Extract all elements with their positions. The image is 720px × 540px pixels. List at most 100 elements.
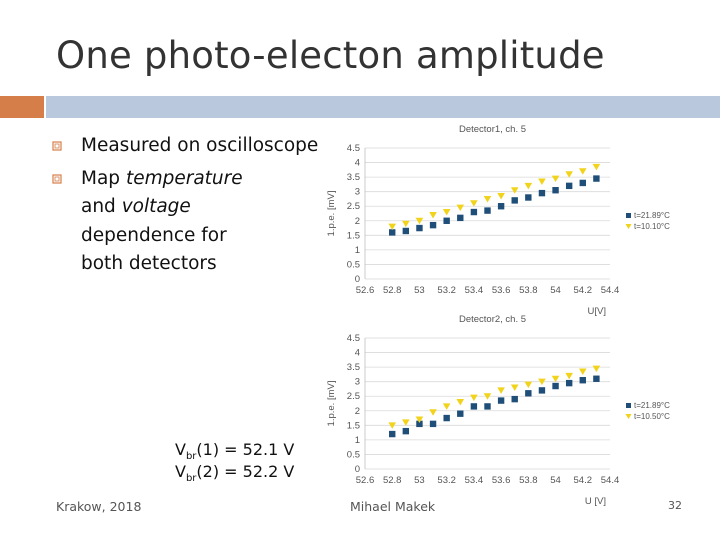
data-point: [443, 217, 450, 224]
data-point: [551, 175, 560, 183]
y-tick-label: 2: [355, 216, 360, 227]
data-point: [470, 200, 478, 207]
data-point: [429, 420, 437, 428]
x-tick-label: 53.6: [492, 285, 511, 296]
y-tick-label: 1.5: [347, 420, 360, 431]
data-point: [538, 189, 546, 197]
chart-detector2: Detector2, ch. 5 0 0.5 1 1.5 2 2.5 3 3.5 4 4.5 52.6…: [320, 312, 720, 507]
legend-marker: [625, 414, 632, 419]
x-tick-label: 52.6: [356, 475, 375, 486]
bullet-square-icon: [52, 173, 62, 184]
bullet-text: Map: [81, 167, 126, 189]
y-tick-label: 2: [355, 406, 360, 417]
data-point: [388, 422, 397, 429]
bullet-item: Map temperature and voltage dependence f…: [52, 165, 256, 279]
data-point: [415, 416, 424, 424]
legend-marker: [626, 213, 631, 218]
chart-detector1: Detector1, ch. 5 0 0.5 1 1.5 2 2.5 3 3.5 4 4.5 52.6…: [320, 122, 720, 317]
bullet-list: Measured on oscilloscope Map temperature…: [52, 132, 342, 283]
x-axis-label: U[V]: [588, 306, 606, 317]
x-tick-label: 53.2: [437, 475, 456, 486]
data-point: [497, 397, 505, 404]
y-tick-label: 3: [355, 377, 360, 388]
x-tick-label: 53.6: [492, 475, 511, 486]
legend-marker: [626, 403, 631, 408]
data-point: [565, 182, 573, 190]
data-point: [416, 420, 423, 428]
bullet-square-icon: [52, 141, 62, 151]
breakdown-voltage-1: Vbr(1) = 52.1 V: [175, 440, 295, 463]
title-accent-bar: [0, 96, 44, 118]
y-tick-label: 4.5: [347, 143, 360, 154]
x-tick-label: 52.8: [383, 285, 402, 296]
data-point: [442, 209, 451, 216]
data-point: [511, 395, 518, 403]
data-point: [402, 220, 410, 228]
data-point: [538, 178, 546, 185]
x-tick-label: 53: [414, 285, 425, 296]
x-tick-label: 54: [550, 285, 561, 296]
y-tick-label: 1.5: [347, 230, 360, 241]
chart-title: Detector2, ch. 5: [459, 314, 526, 325]
data-point: [510, 384, 519, 391]
x-tick-label: 54.2: [574, 475, 593, 486]
data-point: [429, 211, 437, 219]
x-axis-label: U [V]: [585, 496, 606, 507]
y-tick-label: 1: [355, 435, 360, 446]
y-tick-label: 2.5: [347, 391, 360, 402]
x-tick-label: 53.8: [519, 285, 538, 296]
data-point: [402, 427, 410, 435]
y-tick-label: 1: [355, 245, 360, 256]
data-point: [484, 403, 491, 410]
y-tick-label: 0.5: [347, 259, 360, 270]
footer-author: Mihael Makek: [350, 499, 436, 514]
x-tick-label: 54: [550, 475, 561, 486]
data-point: [578, 168, 587, 175]
x-tick-label: 53.2: [437, 285, 456, 296]
bullet-text-italic: temperature: [125, 167, 243, 189]
bullet-text-italic: voltage: [121, 196, 191, 217]
y-tick-label: 4: [355, 158, 360, 169]
y-axis-label: 1.p.e. [mV]: [326, 191, 337, 237]
bullet-text: and: [81, 196, 122, 217]
data-point: [538, 378, 546, 386]
legend-label: t=21.89°C: [634, 401, 670, 410]
data-point: [578, 368, 587, 375]
data-point: [415, 217, 424, 225]
data-point: [416, 224, 423, 232]
data-point: [525, 194, 532, 201]
data-point: [524, 182, 533, 190]
data-point: [470, 403, 478, 410]
y-tick-label: 4.5: [347, 333, 360, 344]
data-point: [389, 229, 396, 236]
page-number: 32: [668, 499, 682, 512]
y-tick-label: 0: [355, 274, 360, 285]
data-point: [429, 221, 437, 229]
x-tick-label: 53.4: [465, 475, 484, 486]
data-point: [483, 393, 492, 400]
data-point: [442, 403, 451, 410]
bullet-text: Measured on oscilloscope: [81, 135, 319, 156]
bullet-text: dependence for both detectors: [81, 224, 227, 275]
x-tick-label: 52.6: [356, 285, 375, 296]
data-point: [456, 399, 465, 406]
title-underline-bar: [46, 96, 720, 118]
data-point: [593, 175, 600, 182]
slide-title: One photo-electon amplitude: [56, 34, 605, 77]
chart-title: Detector1, ch. 5: [459, 124, 526, 135]
bullet-item: Measured on oscilloscope: [52, 132, 342, 161]
y-tick-label: 2.5: [347, 201, 360, 212]
data-point: [470, 394, 478, 402]
data-point: [497, 387, 505, 394]
breakdown-voltage-2: Vbr(2) = 52.2 V: [175, 462, 295, 485]
data-point: [497, 193, 505, 200]
y-tick-label: 4: [355, 348, 360, 359]
legend-marker: [625, 224, 632, 229]
data-point: [565, 372, 573, 380]
data-point: [470, 208, 478, 216]
x-tick-label: 53: [414, 475, 425, 486]
data-point: [592, 365, 601, 373]
legend-label: t=10.50°C: [634, 412, 670, 421]
data-point: [525, 390, 532, 397]
data-point: [511, 197, 518, 204]
